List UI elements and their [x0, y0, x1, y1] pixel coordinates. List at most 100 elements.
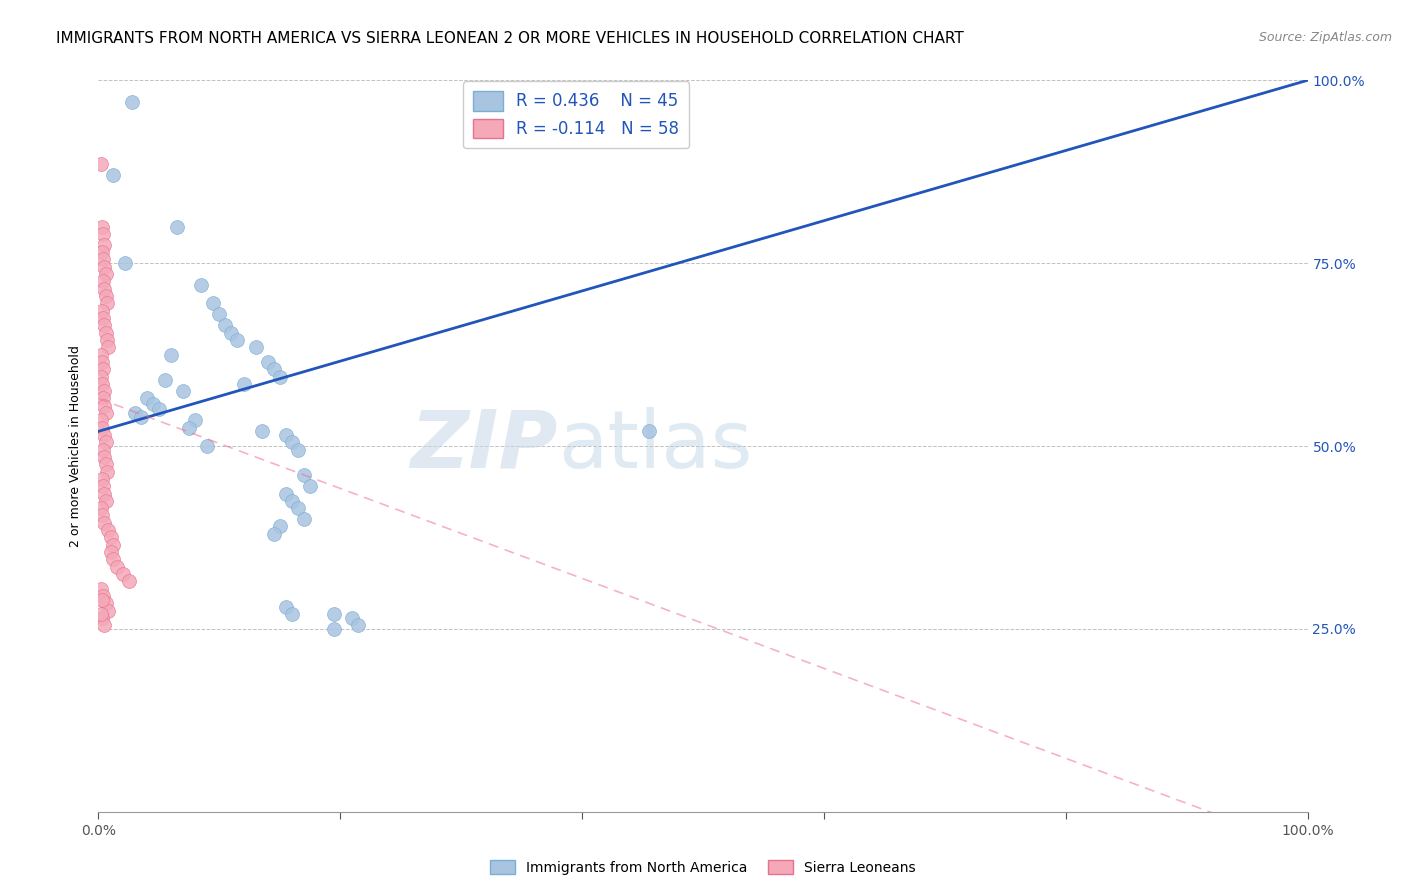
Point — [226, 333, 249, 347]
Point — [121, 95, 143, 110]
Point — [91, 355, 114, 369]
Point — [153, 373, 176, 387]
Y-axis label: 2 or more Vehicles in Household: 2 or more Vehicles in Household — [69, 345, 82, 547]
Point — [94, 267, 117, 281]
Point — [202, 296, 225, 310]
Point — [97, 523, 120, 537]
Text: Source: ZipAtlas.com: Source: ZipAtlas.com — [1258, 31, 1392, 45]
Point — [101, 538, 124, 552]
Point — [101, 169, 124, 183]
Text: IMMIGRANTS FROM NORTH AMERICA VS SIERRA LEONEAN 2 OR MORE VEHICLES IN HOUSEHOLD : IMMIGRANTS FROM NORTH AMERICA VS SIERRA … — [56, 31, 965, 46]
Point — [118, 574, 141, 589]
Point — [91, 376, 114, 391]
Point — [91, 472, 114, 486]
Point — [93, 237, 115, 252]
Point — [90, 369, 112, 384]
Point — [105, 559, 128, 574]
Point — [97, 340, 120, 354]
Point — [274, 486, 297, 500]
Point — [94, 326, 117, 340]
Point — [93, 618, 115, 632]
Point — [148, 402, 170, 417]
Point — [96, 296, 118, 310]
Point — [91, 592, 114, 607]
Point — [232, 376, 254, 391]
Point — [269, 369, 291, 384]
Point — [90, 607, 112, 622]
Point — [129, 409, 152, 424]
Point — [94, 494, 117, 508]
Point — [287, 501, 309, 516]
Point — [287, 442, 309, 457]
Point — [114, 256, 136, 270]
Point — [100, 545, 122, 559]
Point — [299, 479, 322, 493]
Point — [91, 245, 114, 260]
Point — [91, 275, 114, 289]
Point — [97, 603, 120, 617]
Point — [91, 442, 114, 457]
Point — [93, 486, 115, 500]
Point — [91, 392, 114, 406]
Point — [111, 567, 134, 582]
Point — [94, 406, 117, 420]
Point — [93, 318, 115, 333]
Point — [142, 396, 165, 410]
Point — [91, 303, 114, 318]
Point — [263, 362, 285, 376]
Point — [90, 582, 112, 596]
Point — [93, 516, 115, 530]
Point — [166, 219, 188, 234]
Point — [90, 501, 112, 516]
Point — [91, 611, 114, 625]
Point — [96, 465, 118, 479]
Text: atlas: atlas — [558, 407, 752, 485]
Point — [214, 318, 236, 333]
Point — [93, 260, 115, 274]
Point — [274, 428, 297, 442]
Point — [90, 347, 112, 362]
Point — [190, 278, 212, 293]
Point — [323, 607, 346, 622]
Point — [292, 468, 315, 483]
Point — [281, 607, 304, 622]
Text: ZIP: ZIP — [411, 407, 558, 485]
Point — [94, 457, 117, 471]
Point — [274, 599, 297, 614]
Legend: Immigrants from North America, Sierra Leoneans: Immigrants from North America, Sierra Le… — [485, 855, 921, 880]
Point — [91, 227, 114, 241]
Point — [292, 512, 315, 526]
Point — [91, 252, 114, 267]
Point — [124, 406, 146, 420]
Point — [91, 219, 114, 234]
Point — [94, 435, 117, 450]
Point — [91, 589, 114, 603]
Point — [93, 428, 115, 442]
Point — [245, 340, 267, 354]
Point — [93, 384, 115, 399]
Point — [93, 399, 115, 413]
Point — [256, 355, 278, 369]
Point — [281, 435, 304, 450]
Point — [263, 526, 285, 541]
Point — [347, 618, 370, 632]
Point — [91, 310, 114, 325]
Point — [269, 519, 291, 533]
Point — [160, 347, 183, 362]
Point — [281, 494, 304, 508]
Point — [135, 392, 157, 406]
Point — [100, 530, 122, 544]
Point — [179, 421, 201, 435]
Point — [94, 289, 117, 303]
Point — [172, 384, 194, 399]
Point — [93, 282, 115, 296]
Point — [208, 307, 231, 321]
Legend: R = 0.436    N = 45, R = -0.114   N = 58: R = 0.436 N = 45, R = -0.114 N = 58 — [463, 81, 689, 148]
Point — [93, 450, 115, 464]
Point — [184, 413, 207, 427]
Point — [342, 611, 364, 625]
Point — [637, 425, 659, 439]
Point — [91, 508, 114, 523]
Point — [90, 413, 112, 427]
Point — [91, 362, 114, 376]
